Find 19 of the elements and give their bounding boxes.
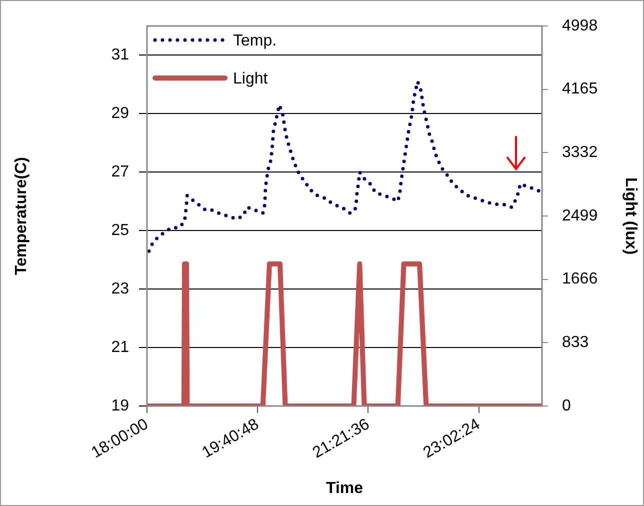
- y2-tick-label: 2499: [562, 207, 598, 224]
- y2-tick-label: 4998: [562, 17, 598, 34]
- y2-tick-label: 1666: [562, 270, 598, 288]
- y-axis-title: Temperature(C): [13, 157, 30, 275]
- y2-tick-label: 833: [562, 334, 589, 352]
- y2-tick-label: 0: [562, 397, 571, 414]
- y2-tick-label: 4165: [562, 80, 598, 98]
- y2-axis-title: Light (lux): [622, 177, 639, 255]
- y-tick-label: 21: [111, 338, 130, 356]
- y2-tick-label: 3332: [562, 144, 598, 162]
- y-tick-label: 27: [111, 164, 130, 181]
- y-tick-label: 29: [111, 105, 130, 122]
- x-axis-title: Time: [326, 480, 364, 497]
- y-tick-label: 23: [111, 280, 130, 298]
- legend-label: Temp.: [233, 32, 277, 50]
- legend-label: Light: [233, 70, 268, 88]
- y-tick-label: 25: [111, 222, 130, 240]
- y-tick-label: 19: [111, 397, 130, 414]
- y-tick-label: 31: [111, 46, 130, 64]
